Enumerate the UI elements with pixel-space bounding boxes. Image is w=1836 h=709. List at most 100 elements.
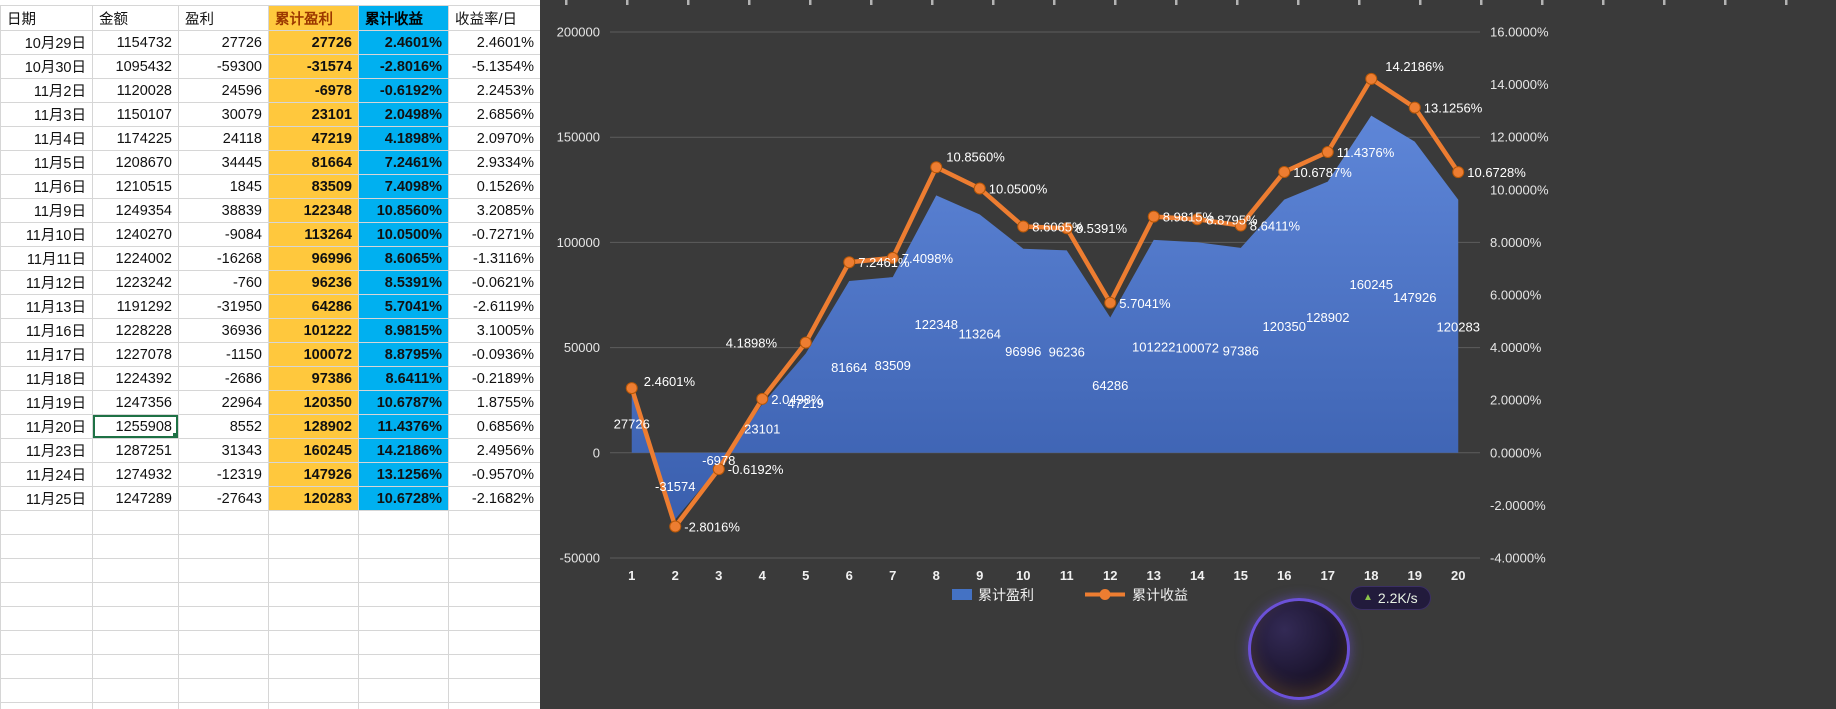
cell-amount[interactable]: 1224002: [92, 246, 179, 271]
cell-cum-profit[interactable]: 81664: [268, 150, 359, 175]
cell-daily-return[interactable]: 3.2085%: [448, 198, 540, 223]
cell-empty[interactable]: [448, 702, 540, 709]
cell-date[interactable]: 11月23日: [0, 438, 93, 463]
cell-cum-profit[interactable]: 96236: [268, 270, 359, 295]
cell-empty[interactable]: [358, 582, 449, 607]
cell-empty[interactable]: [0, 606, 93, 631]
cell-cum-return[interactable]: 4.1898%: [358, 126, 449, 151]
cell-daily-return[interactable]: -5.1354%: [448, 54, 540, 79]
cell-amount[interactable]: 1210515: [92, 174, 179, 199]
line-series-cum-return[interactable]: [629, 76, 1461, 529]
cell-daily-return[interactable]: 2.4956%: [448, 438, 540, 463]
cell-empty[interactable]: [178, 702, 269, 709]
cell-empty[interactable]: [0, 702, 93, 709]
cell-daily-return[interactable]: 2.9334%: [448, 150, 540, 175]
cell-daily-return[interactable]: 3.1005%: [448, 318, 540, 343]
cell-date[interactable]: 11月12日: [0, 270, 93, 295]
cell-cum-profit[interactable]: 83509: [268, 174, 359, 199]
cell-empty[interactable]: [0, 558, 93, 583]
cell-empty[interactable]: [268, 534, 359, 559]
cell-empty[interactable]: [268, 510, 359, 535]
cell-cum-profit[interactable]: 96996: [268, 246, 359, 271]
cell-date[interactable]: 11月20日: [0, 414, 93, 439]
cell-date[interactable]: 11月25日: [0, 486, 93, 511]
cell-date[interactable]: 11月4日: [0, 126, 93, 151]
cell-empty[interactable]: [358, 510, 449, 535]
cell-empty[interactable]: [0, 582, 93, 607]
cell-empty[interactable]: [358, 558, 449, 583]
cell-cum-return[interactable]: 7.4098%: [358, 174, 449, 199]
cell-cum-return[interactable]: 8.5391%: [358, 270, 449, 295]
cell-empty[interactable]: [92, 558, 179, 583]
cell-date[interactable]: 11月2日: [0, 78, 93, 103]
cell-empty[interactable]: [92, 534, 179, 559]
cell-cum-return[interactable]: 13.1256%: [358, 462, 449, 487]
cell-empty[interactable]: [448, 510, 540, 535]
header-daily-return[interactable]: 收益率/日: [448, 5, 540, 31]
cell-daily-return[interactable]: 2.0970%: [448, 126, 540, 151]
cell-amount[interactable]: 1247356: [92, 390, 179, 415]
cell-empty[interactable]: [448, 654, 540, 679]
cell-cum-profit[interactable]: 47219: [268, 126, 359, 151]
cell-profit[interactable]: 8552: [178, 414, 269, 439]
cell-date[interactable]: 11月9日: [0, 198, 93, 223]
cell-cum-return[interactable]: 10.6787%: [358, 390, 449, 415]
cell-empty[interactable]: [0, 510, 93, 535]
cell-empty[interactable]: [178, 558, 269, 583]
cell-cum-profit[interactable]: -6978: [268, 78, 359, 103]
cell-empty[interactable]: [268, 630, 359, 655]
cell-amount[interactable]: 1287251: [92, 438, 179, 463]
cell-empty[interactable]: [0, 534, 93, 559]
cell-empty[interactable]: [0, 654, 93, 679]
cell-amount[interactable]: 1095432: [92, 54, 179, 79]
cell-date[interactable]: 11月11日: [0, 246, 93, 271]
cell-empty[interactable]: [448, 606, 540, 631]
cell-empty[interactable]: [358, 534, 449, 559]
cell-empty[interactable]: [178, 534, 269, 559]
cell-date[interactable]: 11月17日: [0, 342, 93, 367]
cell-empty[interactable]: [178, 630, 269, 655]
cell-empty[interactable]: [358, 606, 449, 631]
cell-amount[interactable]: 1247289: [92, 486, 179, 511]
cell-cum-profit[interactable]: 23101: [268, 102, 359, 127]
cell-cum-profit[interactable]: 160245: [268, 438, 359, 463]
cell-cum-return[interactable]: 10.8560%: [358, 198, 449, 223]
cell-profit[interactable]: 24596: [178, 78, 269, 103]
cell-empty[interactable]: [92, 582, 179, 607]
cell-cum-profit[interactable]: 101222: [268, 318, 359, 343]
cell-profit[interactable]: -1150: [178, 342, 269, 367]
cell-empty[interactable]: [358, 678, 449, 703]
cell-date[interactable]: 11月10日: [0, 222, 93, 247]
cell-empty[interactable]: [268, 582, 359, 607]
cell-empty[interactable]: [92, 510, 179, 535]
cell-profit[interactable]: 34445: [178, 150, 269, 175]
cell-cum-profit[interactable]: 100072: [268, 342, 359, 367]
cell-cum-return[interactable]: 10.6728%: [358, 486, 449, 511]
cell-amount[interactable]: 1191292: [92, 294, 179, 319]
cell-daily-return[interactable]: 2.6856%: [448, 102, 540, 127]
cell-empty[interactable]: [268, 558, 359, 583]
cell-daily-return[interactable]: -2.1682%: [448, 486, 540, 511]
cell-date[interactable]: 11月3日: [0, 102, 93, 127]
cell-date[interactable]: 11月5日: [0, 150, 93, 175]
cell-amount[interactable]: 1208670: [92, 150, 179, 175]
cell-empty[interactable]: [268, 606, 359, 631]
area-series-cum-profit[interactable]: [631, 115, 1459, 520]
cell-cum-return[interactable]: 14.2186%: [358, 438, 449, 463]
cell-daily-return[interactable]: -1.3116%: [448, 246, 540, 271]
cell-date[interactable]: 11月18日: [0, 366, 93, 391]
cell-profit[interactable]: 30079: [178, 102, 269, 127]
cell-cum-profit[interactable]: 128902: [268, 414, 359, 439]
cell-date[interactable]: 10月30日: [0, 54, 93, 79]
cell-empty[interactable]: [178, 654, 269, 679]
cell-cum-profit[interactable]: 120283: [268, 486, 359, 511]
cell-daily-return[interactable]: 1.8755%: [448, 390, 540, 415]
cell-date[interactable]: 11月16日: [0, 318, 93, 343]
cell-amount[interactable]: 1228228: [92, 318, 179, 343]
chart-legend[interactable]: 累计盈利 累计收益: [952, 587, 1188, 603]
cell-empty[interactable]: [358, 630, 449, 655]
cell-empty[interactable]: [178, 678, 269, 703]
cell-cum-profit[interactable]: 64286: [268, 294, 359, 319]
cell-empty[interactable]: [448, 582, 540, 607]
cell-empty[interactable]: [268, 702, 359, 709]
